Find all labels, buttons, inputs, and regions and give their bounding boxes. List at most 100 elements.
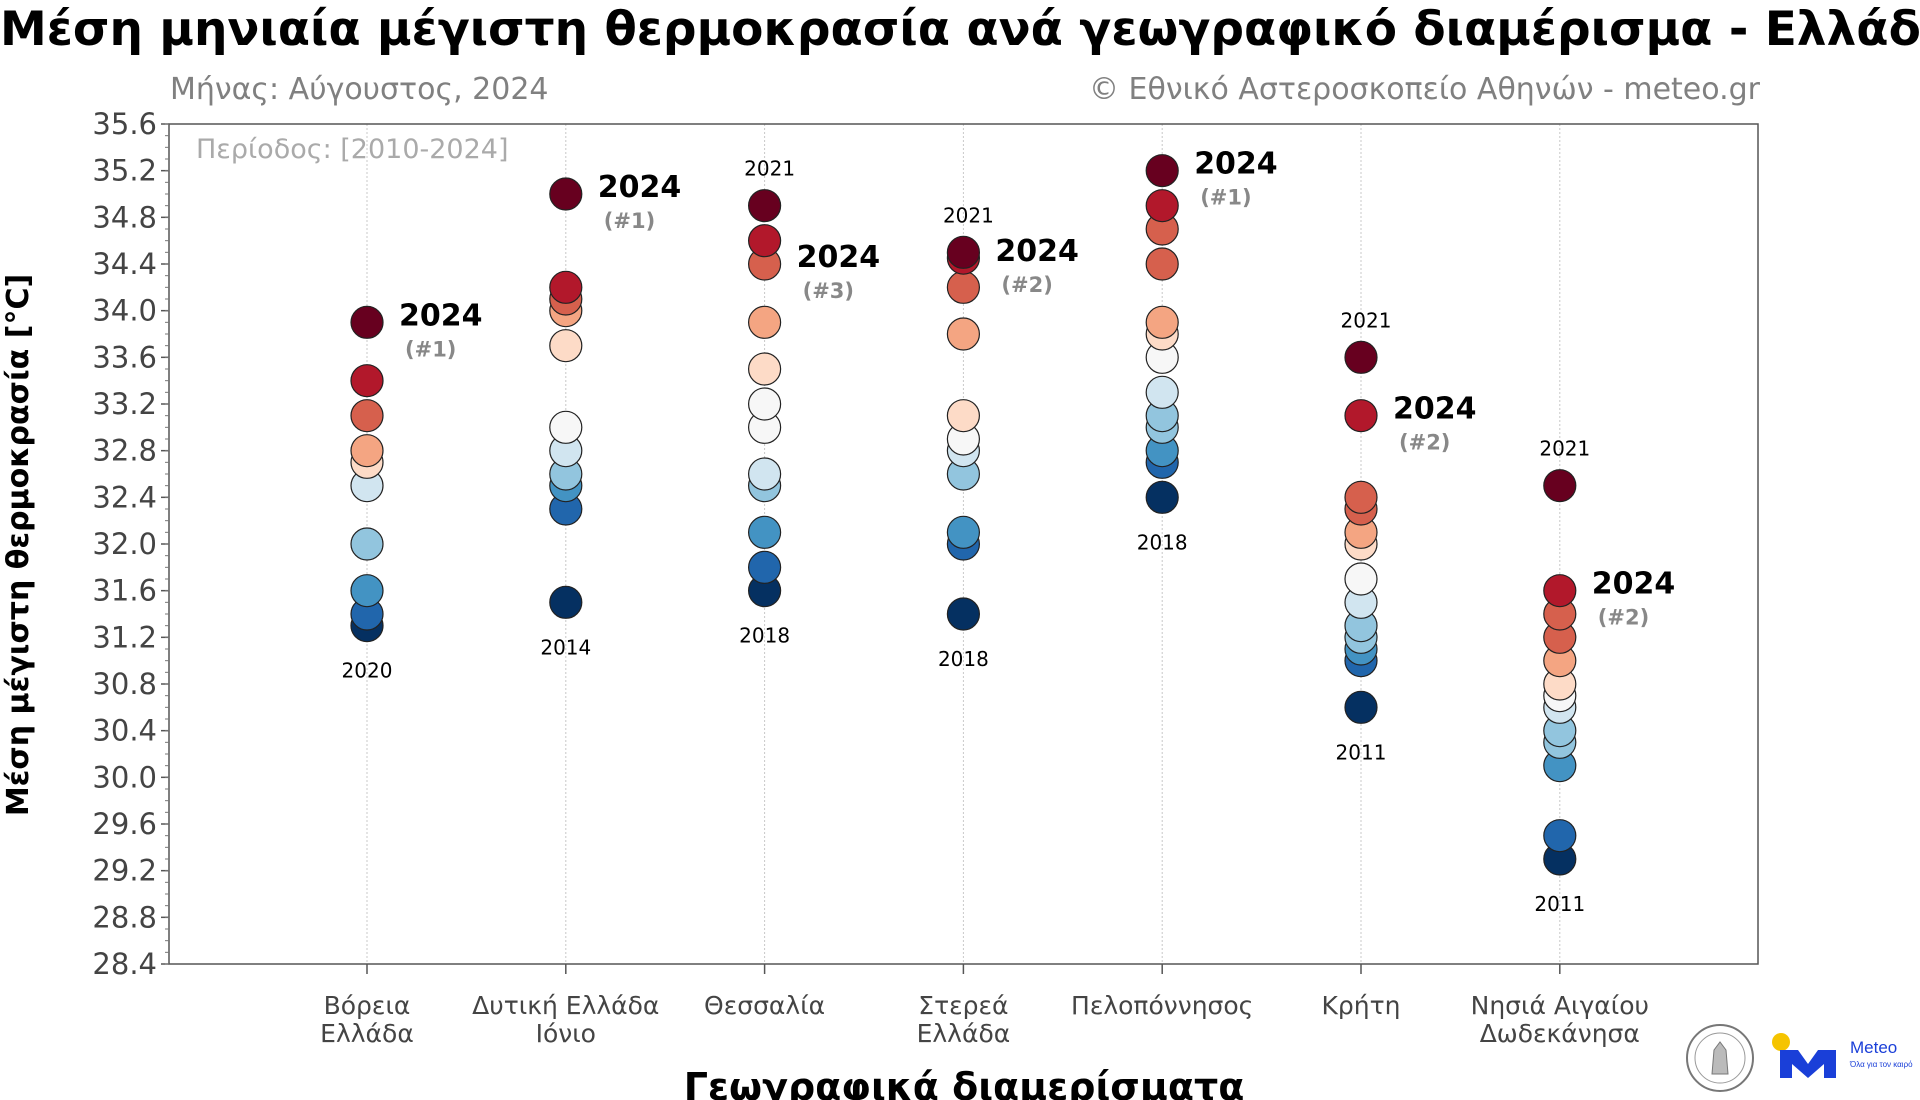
- data-point: [1344, 690, 1378, 724]
- x-axis-label: Γεωγραφικά διαμερίσματα: [684, 1065, 1245, 1100]
- highlight-year-label: 2024: [1393, 392, 1477, 427]
- data-point: [1145, 480, 1179, 514]
- x-tick-label: Πελοπόννησος: [1071, 991, 1253, 1020]
- meteo-logo: Meteo Όλα για τον καιρό: [1772, 1033, 1913, 1078]
- highlight-rank-label: (#1): [1200, 186, 1251, 210]
- data-point: [1344, 562, 1378, 596]
- data-point: [747, 305, 782, 339]
- data-point: [350, 434, 384, 468]
- period-label: Περίοδος: [2010-2024]: [196, 134, 509, 165]
- highlight-rank-label: (#2): [1598, 606, 1649, 630]
- data-point: [747, 189, 782, 223]
- data-point: [549, 410, 583, 444]
- data-point: [549, 329, 583, 363]
- data-point: [747, 457, 782, 491]
- data-point: [350, 399, 384, 433]
- highlight-year-label: 2024: [598, 170, 682, 205]
- meteo-logo-tagline: Όλα για τον καιρό: [1849, 1060, 1913, 1069]
- y-tick-label: 32.4: [92, 480, 157, 514]
- y-tick-label: 34.0: [92, 294, 157, 328]
- y-tick-label: 29.6: [92, 807, 157, 841]
- y-tick-label: 33.2: [92, 387, 157, 421]
- y-axis-label: Μέση μέγιστη θερμοκρασία [°C]: [1, 274, 36, 816]
- max-year-label: 2021: [1539, 437, 1590, 461]
- y-tick-label: 31.2: [92, 620, 157, 654]
- x-tick-label: Θεσσαλία: [704, 991, 825, 1020]
- highlight-rank-label: (#1): [405, 337, 456, 361]
- data-point: [946, 597, 981, 631]
- x-tick-label: Βόρεια: [324, 991, 411, 1020]
- y-tick-label: 28.8: [92, 900, 157, 934]
- data-point: [1543, 574, 1577, 608]
- highlight-rank-label: (#1): [604, 209, 655, 233]
- y-tick-label: 33.6: [92, 340, 157, 374]
- min-year-label: 2011: [1336, 740, 1387, 764]
- x-tick-label: Νησιά Αιγαίου: [1471, 991, 1649, 1020]
- min-year-label: 2018: [938, 647, 989, 671]
- highlight-year-label: 2024: [399, 298, 483, 333]
- data-point: [549, 585, 583, 619]
- data-point: [350, 527, 384, 561]
- highlight-year-label: 2024: [797, 240, 881, 275]
- highlight-rank-label: (#2): [1399, 431, 1450, 455]
- data-point: [1145, 247, 1179, 281]
- data-point: [1145, 189, 1179, 223]
- meteo-logo-text: Meteo: [1850, 1038, 1897, 1057]
- y-tick-label: 30.8: [92, 667, 157, 701]
- data-point: [747, 224, 782, 258]
- y-tick-label: 35.2: [92, 154, 157, 188]
- x-tick-label: Στερεά: [918, 991, 1008, 1020]
- y-tick-label: 32.0: [92, 527, 157, 561]
- data-point: [946, 515, 981, 549]
- max-year-label: 2021: [1341, 308, 1392, 332]
- max-year-label: 2021: [744, 157, 795, 181]
- data-point: [1543, 469, 1577, 503]
- x-tick-label: Ελλάδα: [917, 1019, 1011, 1048]
- data-point: [1145, 305, 1179, 339]
- data-point: [747, 515, 782, 549]
- data-point: [946, 235, 981, 269]
- highlight-year-label: 2024: [995, 234, 1079, 269]
- y-tick-label: 32.8: [92, 434, 157, 468]
- data-point: [747, 352, 782, 386]
- y-tick-label: 34.8: [92, 200, 157, 234]
- data-point: [946, 270, 981, 304]
- highlight-rank-label: (#2): [1001, 273, 1052, 297]
- y-tick-label: 29.2: [92, 854, 157, 888]
- data-point: [946, 399, 981, 433]
- data-point: [1344, 340, 1378, 374]
- data-point: [549, 177, 583, 211]
- data-point: [549, 270, 583, 304]
- min-year-label: 2011: [1534, 892, 1585, 916]
- min-year-label: 2018: [1137, 530, 1188, 554]
- y-tick-label: 35.6: [92, 107, 157, 141]
- data-point: [1344, 480, 1378, 514]
- y-tick-label: 31.6: [92, 574, 157, 608]
- data-point: [747, 387, 782, 421]
- data-point: [1145, 375, 1179, 409]
- data-point: [1543, 819, 1577, 853]
- highlight-year-label: 2024: [1194, 147, 1278, 182]
- y-tick-label: 28.4: [92, 947, 157, 981]
- y-tick-label: 30.4: [92, 714, 157, 748]
- x-tick-label: Ιόνιο: [536, 1019, 596, 1048]
- data-point: [350, 574, 384, 608]
- highlight-year-label: 2024: [1592, 567, 1676, 602]
- data-point: [1145, 154, 1179, 188]
- copyright-subtitle: © Εθνικό Αστεροσκοπείο Αθηνών - meteo.gr: [1089, 72, 1760, 107]
- min-year-label: 2020: [342, 659, 393, 683]
- x-tick-label: Δωδεκάνησα: [1480, 1019, 1640, 1048]
- min-year-label: 2014: [540, 635, 591, 659]
- min-year-label: 2018: [739, 624, 790, 648]
- y-tick-label: 34.4: [92, 247, 157, 281]
- month-subtitle: Μήνας: Αύγουστος, 2024: [170, 72, 549, 107]
- chart-title: Μέση μηνιαία μέγιστη θερμοκρασία ανά γεω…: [0, 2, 1920, 57]
- x-tick-label: Ελλάδα: [320, 1019, 414, 1048]
- data-point: [350, 364, 384, 398]
- y-tick-label: 30.0: [92, 760, 157, 794]
- data-point: [350, 305, 384, 339]
- highlight-rank-label: (#3): [803, 279, 854, 303]
- data-point: [946, 317, 981, 351]
- observatory-seal-logo: [1686, 1024, 1754, 1092]
